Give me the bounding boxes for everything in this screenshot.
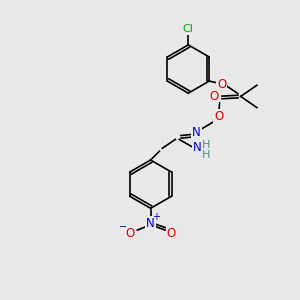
Text: N: N — [146, 217, 155, 230]
Text: Cl: Cl — [183, 24, 194, 34]
Text: O: O — [167, 226, 176, 239]
Text: O: O — [217, 77, 226, 91]
Text: O: O — [125, 226, 135, 239]
Text: +: + — [152, 212, 160, 222]
Text: H: H — [202, 150, 210, 160]
Text: O: O — [209, 91, 218, 103]
Text: −: − — [118, 222, 127, 232]
Text: O: O — [214, 110, 224, 123]
Text: N: N — [192, 126, 201, 139]
Text: H: H — [202, 140, 210, 150]
Text: N: N — [193, 141, 202, 154]
